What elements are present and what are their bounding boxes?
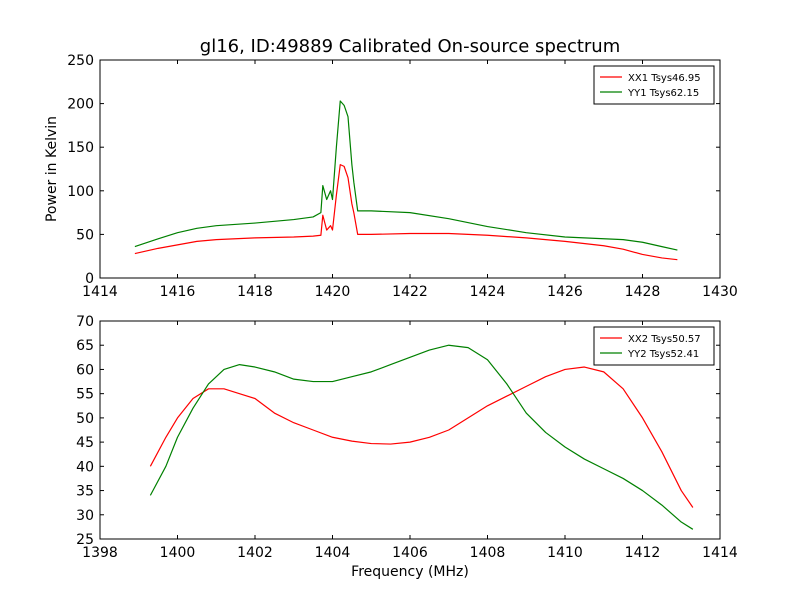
y-tick-label: 0	[85, 271, 94, 287]
x-axis-label: Frequency (MHz)	[351, 564, 469, 580]
y-tick-label: 45	[76, 435, 94, 451]
x-tick-label: 1400	[160, 545, 196, 561]
y-tick-label: 65	[76, 338, 94, 354]
x-tick-label: 1414	[702, 545, 738, 561]
bottom-panel: 1398 1400 1402 1404 1406 1408 1410 1412 1414 25 30…	[76, 314, 738, 561]
y-tick-label: 150	[67, 140, 94, 156]
legend: XX1 Tsys46.95 YY1 Tsys62.15	[593, 65, 715, 105]
x-tick-label: 1422	[392, 284, 428, 300]
x-tick-label: 1426	[547, 284, 583, 300]
x-tick-label: 1420	[315, 284, 351, 300]
series-line-2	[134, 100, 678, 251]
legend-label: XX1 Tsys46.95	[628, 73, 701, 84]
legend-box	[593, 326, 715, 366]
x-tick-label: 1398	[82, 545, 118, 561]
legend-box	[593, 65, 715, 105]
x-tick-label: 1410	[547, 545, 583, 561]
y-tick-label: 250	[67, 53, 94, 69]
legend-label: YY1 Tsys62.15	[627, 88, 699, 99]
y-tick-label: 70	[76, 314, 94, 330]
x-tick-label: 1412	[625, 545, 661, 561]
top-panel: 1414 1416 1418 1420 1422 1424 1426 1428 1430 0 50 1…	[67, 53, 738, 300]
series-line-1	[134, 164, 678, 261]
y-tick-label: 100	[67, 184, 94, 200]
x-tick-label: 1424	[470, 284, 506, 300]
x-tick-label: 1402	[237, 545, 273, 561]
x-tick-label: 1404	[315, 545, 351, 561]
series-line-2	[149, 344, 694, 530]
figure-title: gl16, ID:49889 Calibrated On-source spec…	[200, 36, 620, 57]
x-tick-label: 1408	[470, 545, 506, 561]
y-tick-label: 55	[76, 387, 94, 403]
x-tick-label: 1416	[160, 284, 196, 300]
y-tick-label: 50	[76, 411, 94, 427]
x-tick-label: 1418	[237, 284, 273, 300]
y-tick-label: 200	[67, 97, 94, 113]
y-tick-label: 30	[76, 508, 94, 524]
x-tick-label: 1428	[625, 284, 661, 300]
legend-label: YY2 Tsys52.41	[627, 349, 699, 360]
x-tick-label: 1430	[702, 284, 738, 300]
series-line-1	[149, 366, 694, 508]
y-tick-label: 25	[76, 532, 94, 548]
y-tick-label: 50	[76, 227, 94, 243]
y-tick-label: 40	[76, 459, 94, 475]
x-tick-label: 1406	[392, 545, 428, 561]
y-axis-label: Power in Kelvin	[44, 116, 60, 222]
legend: XX2 Tsys50.57 YY2 Tsys52.41	[593, 326, 715, 366]
y-tick-label: 60	[76, 362, 94, 378]
y-tick-label: 35	[76, 484, 94, 500]
x-tick-label: 1414	[82, 284, 118, 300]
legend-label: XX2 Tsys50.57	[628, 334, 701, 345]
